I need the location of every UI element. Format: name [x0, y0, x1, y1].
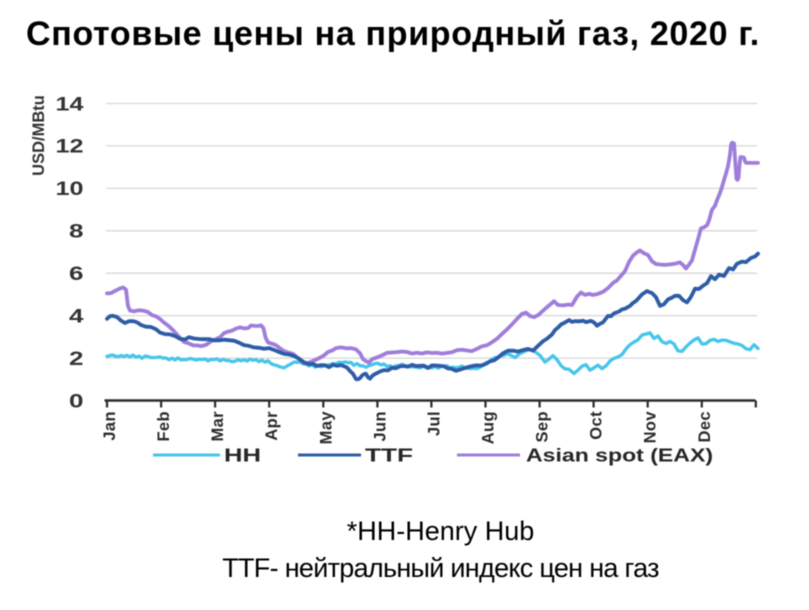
svg-text:14: 14	[56, 93, 84, 115]
svg-text:Jan: Jan	[101, 411, 119, 441]
svg-text:6: 6	[69, 263, 84, 285]
svg-text:Apr: Apr	[263, 411, 281, 441]
svg-text:Mar: Mar	[209, 411, 227, 442]
svg-text:Jun: Jun	[371, 411, 389, 442]
svg-text:4: 4	[69, 305, 84, 327]
svg-text:8: 8	[69, 221, 84, 243]
svg-text:HH: HH	[224, 446, 261, 466]
svg-text:May: May	[317, 411, 335, 445]
svg-text:10: 10	[56, 178, 84, 200]
svg-text:Nov: Nov	[642, 411, 660, 444]
svg-text:Sep: Sep	[534, 411, 552, 442]
svg-text:12: 12	[56, 136, 84, 158]
svg-text:TTF: TTF	[365, 446, 413, 466]
svg-text:Oct: Oct	[588, 411, 606, 440]
svg-text:Jul: Jul	[425, 411, 443, 436]
svg-text:0: 0	[69, 390, 84, 412]
svg-text:Aug: Aug	[480, 411, 498, 444]
svg-text:Dec: Dec	[696, 411, 714, 442]
svg-text:Feb: Feb	[155, 411, 173, 442]
svg-text:2: 2	[69, 348, 84, 370]
svg-text:USD/MBtu: USD/MBtu	[30, 95, 48, 176]
svg-text:Asian spot (EAX): Asian spot (EAX)	[526, 446, 713, 466]
